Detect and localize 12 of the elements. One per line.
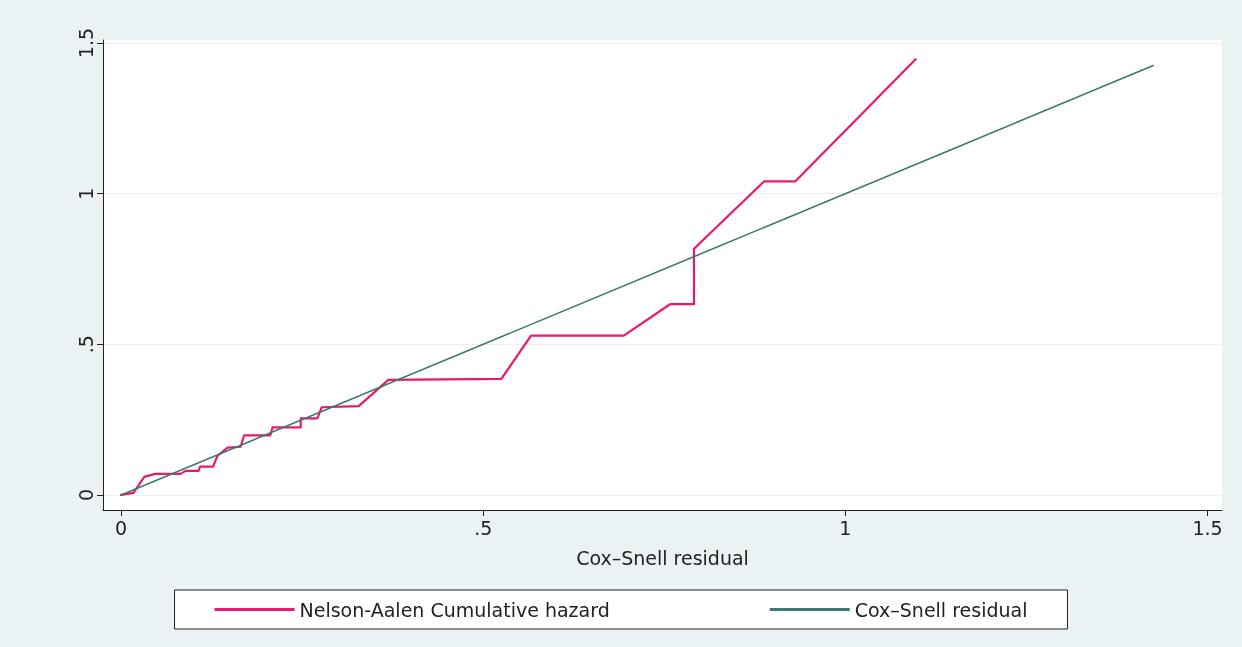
y-tick-label: 0 xyxy=(74,488,97,501)
x-tick-label: 1.5 xyxy=(1192,516,1223,539)
x-axis-title: Cox–Snell residual xyxy=(576,546,749,569)
x-tick-label: .5 xyxy=(474,516,493,539)
line-series xyxy=(120,58,917,497)
y-tick-label: .5 xyxy=(74,335,97,354)
legend-label: Cox–Snell residual xyxy=(854,598,1028,621)
x-tick-label: 1 xyxy=(839,516,852,539)
legend-label: Nelson-Aalen Cumulative hazard xyxy=(299,598,610,621)
x-tick-label: 0 xyxy=(115,516,128,539)
y-tick-label: 1.5 xyxy=(74,27,97,59)
y-tick-label: 1 xyxy=(74,187,97,200)
